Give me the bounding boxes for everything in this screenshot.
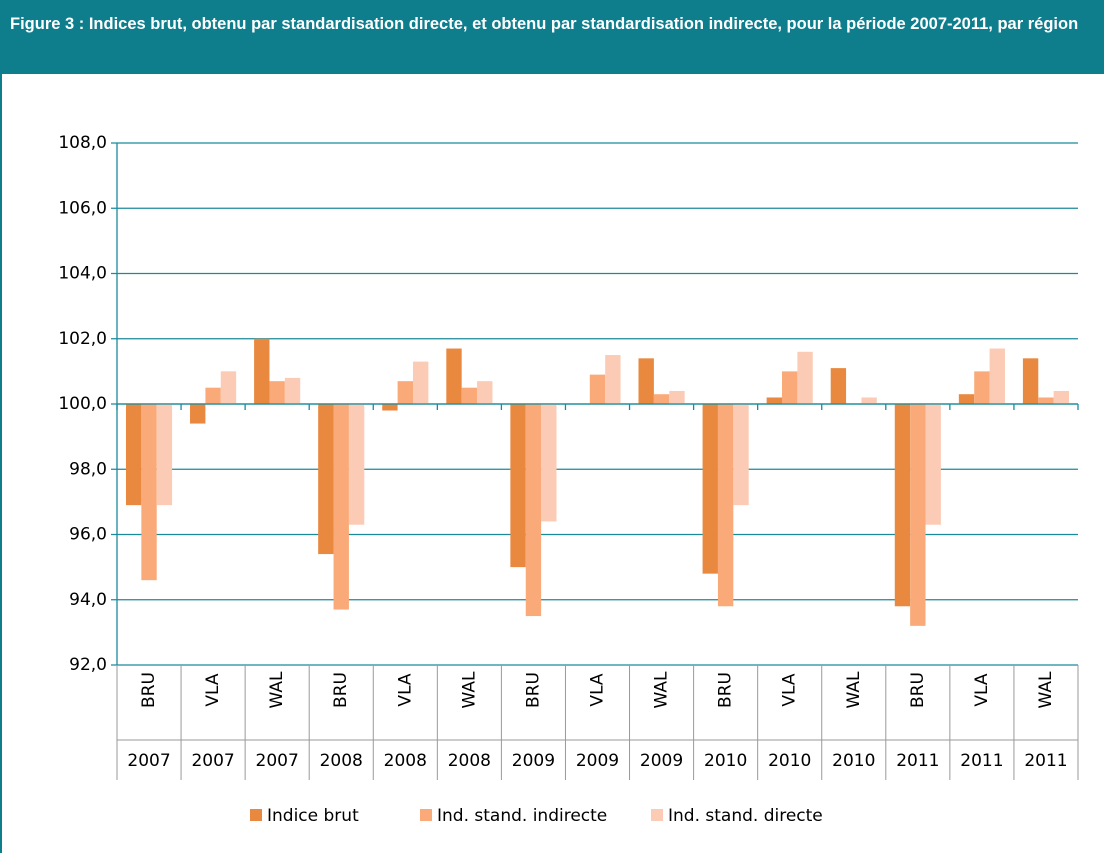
y-tick-label: 94,0 [69,590,107,610]
x-tick-label: WAL [652,671,672,709]
bar [477,381,493,404]
legend-swatch [651,809,663,821]
x-tick-label: BRU [523,672,543,708]
bar [446,348,462,404]
y-tick-label: 98,0 [69,459,107,479]
x-tick-label: WAL [459,671,479,709]
bar [510,404,526,568]
x-tick-label: VLA [780,673,800,706]
bar [717,404,734,607]
bar [1053,390,1070,404]
bar [284,377,301,404]
year-label: 2007 [191,751,234,771]
year-label: 2011 [960,751,1003,771]
bar [861,397,877,404]
bar [541,404,557,522]
legend-label: Indice brut [267,806,359,826]
frame [0,74,2,853]
bar [653,394,670,404]
year-label: 2008 [320,751,363,771]
bar [156,404,173,506]
year-label: 2010 [704,751,747,771]
bar [925,404,941,525]
year-label: 2010 [832,751,875,771]
x-tick-label: BRU [716,672,736,708]
bar [382,404,398,411]
bar [205,387,221,404]
bar [797,351,813,404]
x-tick-label: BRU [908,672,928,708]
x-tick-label: WAL [1036,671,1056,709]
year-label: 2007 [256,751,299,771]
x-tick-label: VLA [395,673,415,706]
x-tick-label: VLA [588,673,608,706]
year-label: 2009 [640,751,683,771]
bar [782,371,798,404]
bar [669,390,685,404]
year-label: 2011 [896,751,939,771]
bar [461,387,478,404]
year-label: 2009 [512,751,555,771]
bar [589,374,606,404]
y-tick-label: 108,0 [58,133,107,153]
year-label: 2011 [1024,751,1067,771]
bar [141,404,157,581]
legend-swatch [420,809,432,821]
bar [605,355,621,404]
bar [220,371,237,404]
x-tick-label: VLA [972,673,992,706]
chart-title: Figure 3 : Indices brut, obtenu par stan… [0,0,1104,74]
bar [830,368,847,404]
y-tick-label: 102,0 [58,329,107,349]
y-tick-label: 106,0 [58,198,107,218]
year-label: 2010 [768,751,811,771]
bar [733,404,749,506]
bar [702,404,718,574]
bar [910,404,926,626]
bar [269,381,285,404]
bar [1022,358,1039,404]
bar [333,404,349,610]
legend-label: Ind. stand. directe [668,806,823,826]
bar [958,394,975,404]
bar [638,358,654,404]
x-tick-label: WAL [267,671,287,709]
bar [525,404,542,617]
bar [412,361,429,404]
year-label: 2007 [127,751,170,771]
bar [348,404,365,525]
bar [766,397,783,404]
year-label: 2009 [576,751,619,771]
bar [989,348,1005,404]
y-tick-label: 96,0 [69,525,107,545]
x-tick-label: BRU [331,672,351,708]
x-tick-label: WAL [844,671,864,709]
bar [190,404,206,424]
y-tick-label: 92,0 [69,655,107,675]
y-tick-label: 104,0 [58,264,107,284]
legend-label: Ind. stand. indirecte [437,806,607,826]
y-tick-label: 100,0 [58,394,107,414]
x-tick-label: VLA [203,673,223,706]
bar [254,338,270,404]
year-label: 2008 [384,751,427,771]
x-tick-label: BRU [139,672,159,708]
bar [318,404,334,555]
year-label: 2008 [448,751,491,771]
bar [397,381,413,404]
legend-swatch [250,809,262,821]
bar [125,404,142,506]
bar [894,404,911,607]
bar [1038,397,1054,404]
bar [974,371,990,404]
